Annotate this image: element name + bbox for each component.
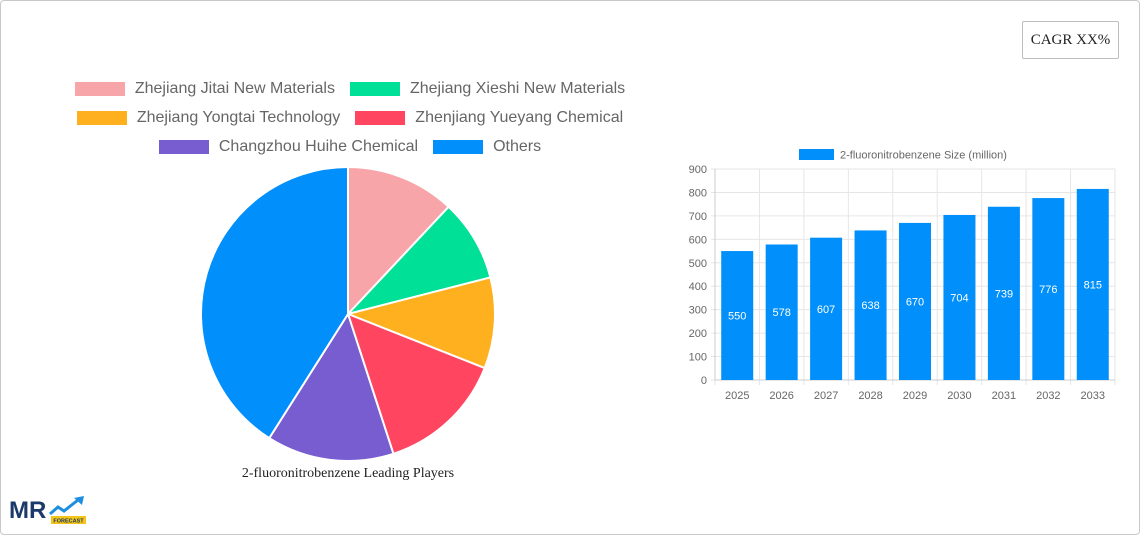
legend-item[interactable]: Others [433, 138, 541, 156]
legend-label: Zhejiang Yongtai Technology [136, 108, 341, 126]
y-tick-label: 100 [689, 352, 707, 364]
legend-item[interactable]: Zhejiang Jitai New Materials [74, 79, 335, 98]
x-tick-label: 2032 [1036, 390, 1060, 402]
legend-label: Zhejiang Jitai New Materials [134, 79, 335, 97]
legend-label: Zhenjiang Yueyang Chemical [415, 108, 624, 126]
legend-item[interactable]: Zhenjiang Yueyang Chemical [355, 109, 623, 127]
y-tick-label: 800 [689, 187, 707, 199]
legend-row: Zhejiang Jitai New Materials Zhejiang Xie… [40, 74, 660, 103]
trend-arrow-icon [49, 498, 79, 516]
x-tick-label: 2029 [903, 390, 927, 402]
legend-item[interactable]: Zhejiang Xieshi New Materials [349, 79, 626, 98]
bar-legend-swatch [799, 149, 834, 160]
pie-slice[interactable] [344, 205, 492, 316]
y-tick-label: 900 [689, 164, 707, 176]
y-tick-label: 700 [689, 211, 707, 223]
legend-swatch [433, 139, 484, 154]
pie-slice[interactable] [267, 311, 395, 462]
legend-swatch [158, 139, 209, 154]
x-tick-label: 2027 [814, 390, 838, 402]
legend-swatch [74, 81, 125, 96]
bar-value-label: 670 [906, 296, 924, 308]
bar[interactable] [987, 206, 1020, 380]
logo-tag-bg [51, 516, 86, 524]
y-tick-label: 300 [689, 305, 707, 317]
bar-value-label: 739 [995, 288, 1013, 300]
pie-chart [198, 164, 498, 464]
cagr-label: CAGR XX% [1030, 31, 1111, 48]
bar-legend[interactable]: 2-fluoronitrobenzene Size (million) [799, 149, 1007, 162]
bar-value-label: 550 [728, 311, 746, 323]
x-tick-label: 2028 [858, 390, 882, 402]
bar-value-label: 776 [1039, 284, 1057, 296]
cagr-badge: CAGR XX% [1022, 21, 1119, 59]
y-tick-label: 0 [701, 375, 707, 387]
bar[interactable] [765, 244, 798, 380]
bar-chart: 2-fluoronitrobenzene Size (million) 0 100 2… [670, 140, 1130, 410]
x-tick-label: 2030 [947, 390, 971, 402]
x-tick-label: 2033 [1081, 390, 1105, 402]
bar-value-label: 607 [817, 304, 835, 316]
logo-tag: FORECAST [53, 519, 84, 525]
bar[interactable] [721, 251, 754, 380]
legend-swatch [76, 110, 127, 125]
arrow-head-icon [74, 496, 84, 505]
bar[interactable] [854, 230, 887, 380]
bar[interactable] [943, 214, 976, 380]
x-tick-label: 2031 [992, 390, 1016, 402]
legend-swatch [349, 81, 400, 96]
pie-legend: Zhejiang Jitai New Materials Zhejiang Xie… [40, 74, 660, 161]
y-tick-label: 400 [689, 281, 707, 293]
legend-label: Zhejiang Xieshi New Materials [409, 79, 626, 97]
bar-value-label: 638 [861, 300, 879, 312]
y-tick-label: 200 [689, 328, 707, 340]
legend-item[interactable]: Changzhou Huihe Chemical [158, 137, 419, 156]
bar[interactable] [1032, 198, 1065, 380]
bar-legend-label: 2-fluoronitrobenzene Size (million) [840, 150, 1007, 162]
y-tick-label: 600 [689, 234, 707, 246]
x-tick-label: 2025 [725, 390, 749, 402]
legend-row: Changzhou Huihe Chemical Others [40, 132, 660, 161]
pie-slice[interactable] [344, 276, 496, 370]
bar-value-label: 578 [772, 307, 790, 319]
legend-item[interactable]: Zhejiang Yongtai Technology [76, 108, 341, 127]
pie-slice[interactable] [347, 165, 451, 317]
bar[interactable] [899, 222, 931, 380]
legend-label: Others [493, 137, 542, 155]
bar-value-label: 815 [1084, 279, 1102, 291]
mr-forecast-logo: MR FORECAST [8, 494, 88, 526]
bar[interactable] [1076, 188, 1109, 380]
bar-value-label: 704 [950, 292, 968, 304]
bar[interactable] [810, 237, 843, 380]
legend-row: Zhejiang Yongtai Technology Zhenjiang Yue… [40, 103, 660, 132]
pie-chart-title: 2-fluoronitrobenzene Leading Players [241, 466, 455, 481]
x-tick-label: 2026 [769, 390, 793, 402]
legend-swatch [355, 110, 406, 125]
y-tick-label: 500 [689, 258, 707, 270]
legend-label: Changzhou Huihe Chemical [218, 137, 419, 155]
pie-slice[interactable] [200, 165, 349, 440]
logo-text: MR [9, 497, 46, 524]
